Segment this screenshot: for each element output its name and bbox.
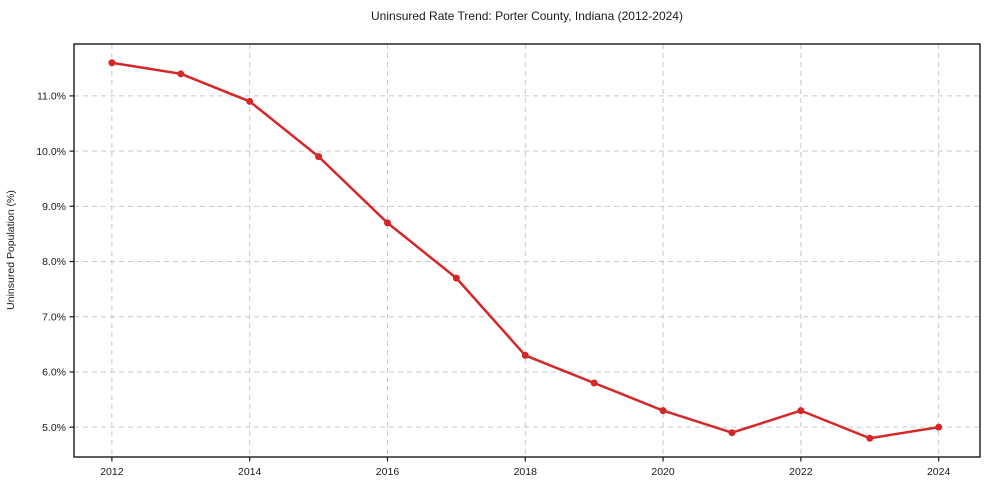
y-tick-label: 9.0% — [42, 201, 66, 213]
data-point — [935, 423, 943, 431]
gridlines — [74, 44, 980, 457]
y-tick-label: 7.0% — [42, 311, 66, 323]
axis-ticks — [69, 95, 940, 462]
x-tick-label: 2014 — [238, 466, 262, 478]
data-point — [383, 219, 391, 227]
y-tick-label: 6.0% — [42, 367, 66, 379]
x-tick-label: 2016 — [376, 466, 400, 478]
data-series — [108, 59, 943, 442]
data-point — [177, 70, 185, 78]
axis-tick-labels: 5.0% 6.0% 7.0% 8.0% 9.0% 10.0% 11.0% 2012 2014 20… — [36, 91, 950, 478]
data-point — [590, 379, 598, 387]
data-point — [315, 153, 323, 161]
data-point — [246, 97, 254, 105]
data-point — [521, 351, 529, 359]
x-tick-label: 2012 — [100, 466, 124, 478]
x-tick-label: 2018 — [514, 466, 538, 478]
y-tick-label: 10.0% — [36, 146, 66, 158]
axes-frame — [73, 43, 981, 458]
data-point — [797, 407, 805, 415]
data-point — [108, 59, 116, 67]
y-tick-label: 11.0% — [37, 91, 66, 103]
y-axis-label: Uninsured Population (%) — [5, 190, 17, 310]
data-point — [452, 274, 460, 282]
x-tick-label: 2024 — [927, 466, 951, 478]
data-point — [659, 407, 667, 415]
y-tick-label: 8.0% — [42, 256, 66, 268]
plot-frame — [73, 43, 981, 458]
data-point — [728, 429, 736, 437]
x-tick-label: 2020 — [651, 466, 675, 478]
data-point — [866, 434, 874, 442]
y-tick-label: 5.0% — [42, 422, 66, 434]
x-tick-label: 2022 — [789, 466, 813, 478]
chart-title: Uninsured Rate Trend: Porter County, Ind… — [371, 9, 683, 23]
